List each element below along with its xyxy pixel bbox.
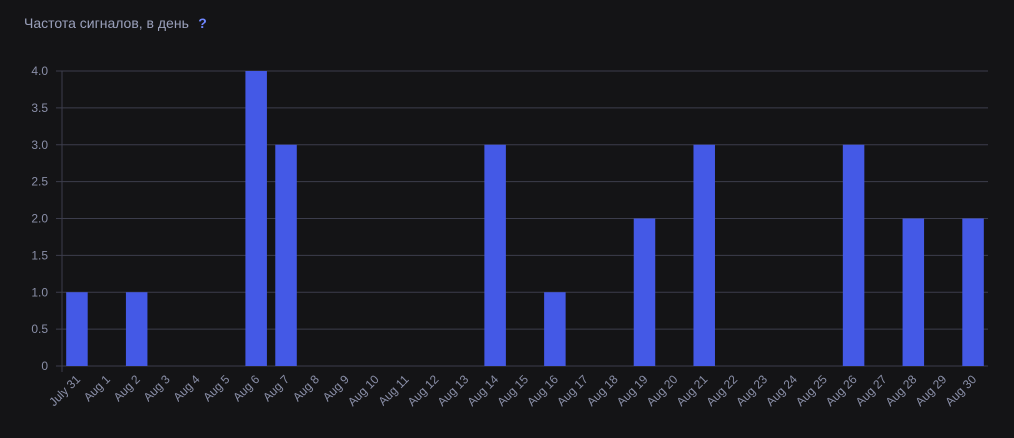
bar <box>125 292 148 366</box>
bar <box>275 144 297 366</box>
y-tick-label: 4.0 <box>31 64 48 78</box>
bar <box>842 144 865 366</box>
bar <box>693 144 715 366</box>
chart-title: Частота сигналов, в день <box>24 15 189 31</box>
y-tick-label: 3.5 <box>31 101 48 115</box>
y-tick-label: 2.5 <box>31 175 48 189</box>
y-tick-label: 1.5 <box>31 248 48 262</box>
bar <box>544 292 566 366</box>
help-icon[interactable]: ? <box>198 15 207 31</box>
bar <box>66 292 88 366</box>
bar <box>902 218 925 366</box>
bar <box>484 144 506 366</box>
y-tick-label: 1.0 <box>31 285 48 299</box>
y-tick-label: 0.5 <box>31 322 48 336</box>
y-tick-label: 3.0 <box>31 138 48 152</box>
bar <box>962 218 984 366</box>
bar <box>633 218 656 366</box>
chart-title-group: Частота сигналов, в день ? <box>24 15 207 31</box>
bar <box>245 71 267 366</box>
y-tick-label: 2.0 <box>31 212 48 226</box>
y-tick-label: 0 <box>41 359 48 373</box>
